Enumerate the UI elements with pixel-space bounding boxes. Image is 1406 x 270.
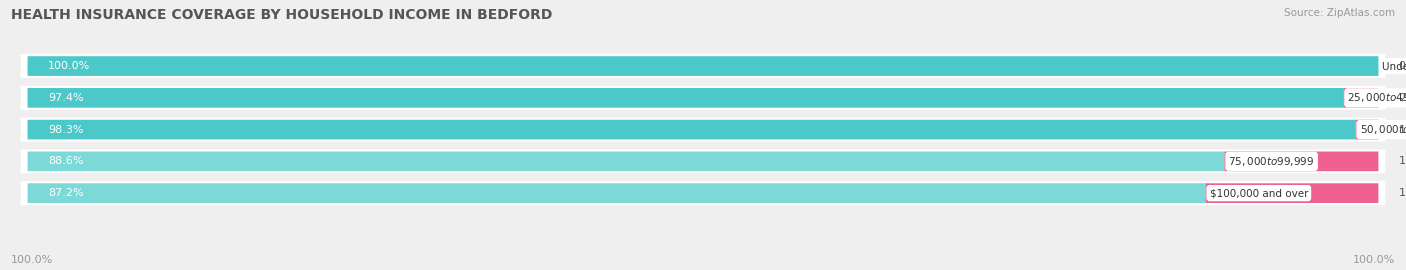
Text: $25,000 to $49,999: $25,000 to $49,999	[1347, 91, 1406, 104]
Text: Source: ZipAtlas.com: Source: ZipAtlas.com	[1284, 8, 1395, 18]
FancyBboxPatch shape	[28, 56, 1378, 76]
Text: Under $25,000: Under $25,000	[1382, 61, 1406, 71]
Text: 100.0%: 100.0%	[11, 255, 53, 265]
FancyBboxPatch shape	[1205, 183, 1378, 203]
Text: 11.4%: 11.4%	[1399, 156, 1406, 166]
FancyBboxPatch shape	[21, 181, 1385, 205]
FancyBboxPatch shape	[28, 120, 1355, 139]
Text: 87.2%: 87.2%	[48, 188, 83, 198]
Text: $50,000 to $74,999: $50,000 to $74,999	[1360, 123, 1406, 136]
FancyBboxPatch shape	[21, 150, 1385, 173]
Text: $100,000 and over: $100,000 and over	[1209, 188, 1308, 198]
FancyBboxPatch shape	[28, 183, 1205, 203]
Text: 88.6%: 88.6%	[48, 156, 83, 166]
FancyBboxPatch shape	[28, 151, 1225, 171]
FancyBboxPatch shape	[21, 118, 1385, 141]
Text: $75,000 to $99,999: $75,000 to $99,999	[1229, 155, 1315, 168]
Text: HEALTH INSURANCE COVERAGE BY HOUSEHOLD INCOME IN BEDFORD: HEALTH INSURANCE COVERAGE BY HOUSEHOLD I…	[11, 8, 553, 22]
Text: 2.6%: 2.6%	[1399, 93, 1406, 103]
Text: 0.0%: 0.0%	[1399, 61, 1406, 71]
FancyBboxPatch shape	[21, 86, 1385, 110]
FancyBboxPatch shape	[28, 88, 1343, 108]
Text: 1.7%: 1.7%	[1399, 124, 1406, 135]
FancyBboxPatch shape	[1355, 120, 1378, 139]
FancyBboxPatch shape	[21, 54, 1385, 78]
FancyBboxPatch shape	[1343, 88, 1378, 108]
Text: 98.3%: 98.3%	[48, 124, 83, 135]
Text: 100.0%: 100.0%	[1353, 255, 1395, 265]
Text: 97.4%: 97.4%	[48, 93, 83, 103]
Text: 100.0%: 100.0%	[48, 61, 90, 71]
Text: 12.8%: 12.8%	[1399, 188, 1406, 198]
FancyBboxPatch shape	[1225, 151, 1378, 171]
